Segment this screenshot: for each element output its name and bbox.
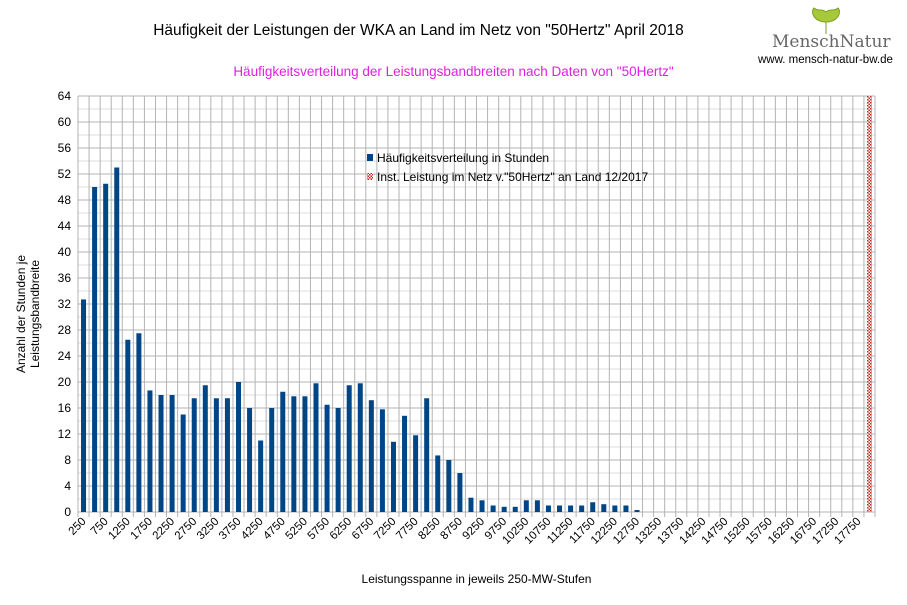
bar (213, 398, 219, 512)
bar (158, 395, 164, 512)
bar (379, 409, 385, 512)
bar (512, 506, 518, 512)
bar (545, 505, 551, 512)
x-tick-label: 6750 (350, 516, 377, 543)
x-tick-label: 3250 (195, 516, 222, 543)
logo-text: MenschNatur (772, 32, 891, 52)
chart-title: Häufigkeit der Leistungen der WKA an Lan… (153, 22, 684, 39)
bar (103, 183, 109, 512)
bar (291, 396, 297, 512)
bar (313, 383, 319, 512)
bar (612, 505, 618, 512)
bar (169, 395, 175, 512)
bar (413, 435, 419, 512)
bar (490, 505, 496, 512)
bar (357, 383, 363, 512)
bar (557, 505, 563, 512)
x-tick-label: 5750 (306, 516, 333, 543)
bar (534, 500, 540, 512)
x-tick-label: 8250 (416, 516, 443, 543)
x-tick-label: 5250 (283, 516, 310, 543)
x-tick-label: 8750 (438, 516, 465, 543)
y-tick-label: 36 (58, 271, 72, 285)
bar (180, 414, 186, 512)
bar (601, 504, 607, 512)
x-tick-label: 2750 (173, 516, 200, 543)
y-tick-label: 52 (58, 167, 72, 181)
bar (457, 473, 463, 512)
bar (390, 441, 396, 512)
bar (136, 333, 142, 512)
bar (435, 455, 441, 512)
legend-label-installed: Inst. Leistung im Netz v."50Hertz" an La… (377, 170, 648, 184)
bar (346, 385, 352, 512)
y-tick-label: 20 (58, 375, 72, 389)
y-tick-label: 8 (64, 453, 71, 467)
y-tick-label: 44 (58, 219, 72, 233)
bar (81, 299, 87, 512)
x-tick-label: 1250 (106, 516, 133, 543)
x-tick-label: 1750 (128, 516, 155, 543)
bar (335, 408, 341, 512)
bar (114, 167, 120, 512)
bar (302, 396, 308, 512)
bar (269, 408, 275, 512)
y-tick-label: 0 (64, 505, 71, 519)
bar (568, 505, 574, 512)
x-tick-label: 6250 (328, 516, 355, 543)
bar (623, 505, 629, 512)
bar-installed-capacity (866, 96, 872, 512)
bar (191, 398, 197, 512)
bar (402, 415, 408, 512)
y-tick-label: 28 (58, 323, 72, 337)
y-tick-label: 32 (58, 297, 72, 311)
x-tick-label: 2250 (151, 516, 178, 543)
bar (590, 502, 596, 512)
x-tick-label: 4750 (261, 516, 288, 543)
legend-label-frequency: Häufigkeitsverteilung in Stunden (377, 151, 549, 165)
bar (446, 460, 452, 512)
bar (368, 400, 374, 512)
y-tick-label: 16 (58, 401, 72, 415)
y-tick-label: 60 (58, 115, 72, 129)
bar (424, 398, 430, 512)
legend-swatch-frequency (367, 154, 373, 161)
bar (236, 382, 242, 512)
bar (468, 497, 474, 512)
x-axis-label: Leistungsspanne in jeweils 250-MW-Stufen (361, 572, 592, 586)
y-tick-label: 40 (58, 245, 72, 259)
ginkgo-leaf-icon (812, 7, 840, 34)
x-tick-label: 7250 (372, 516, 399, 543)
bar (125, 339, 131, 512)
y-tick-label: 12 (58, 427, 72, 441)
bar (324, 404, 330, 512)
x-tick-label: 7750 (394, 516, 421, 543)
bar (479, 500, 485, 512)
bar (92, 187, 98, 512)
bar (147, 390, 153, 512)
bar (224, 398, 230, 512)
x-tick-label: 9250 (461, 516, 488, 543)
bar (258, 440, 264, 512)
y-tick-label: 4 (64, 479, 71, 493)
chart-subtitle: Häufigkeitsverteilung der Leistungsbandb… (233, 64, 674, 79)
bar (202, 385, 208, 512)
x-tick-label: 3750 (217, 516, 244, 543)
y-tick-label: 56 (58, 141, 72, 155)
logo-url[interactable]: www. mensch-natur-bw.de (758, 54, 893, 66)
bar (523, 500, 529, 512)
bar (579, 505, 585, 512)
y-tick-label: 48 (58, 193, 72, 207)
bar (501, 506, 507, 512)
x-tick-label: 4250 (239, 516, 266, 543)
bar (634, 510, 640, 512)
bar (280, 391, 286, 512)
legend-swatch-installed (367, 173, 373, 180)
logo: MenschNatur www. mensch-natur-bw.de (758, 6, 905, 70)
y-tick-label: 64 (58, 89, 72, 103)
y-tick-label: 24 (58, 349, 72, 363)
bar (247, 408, 253, 512)
